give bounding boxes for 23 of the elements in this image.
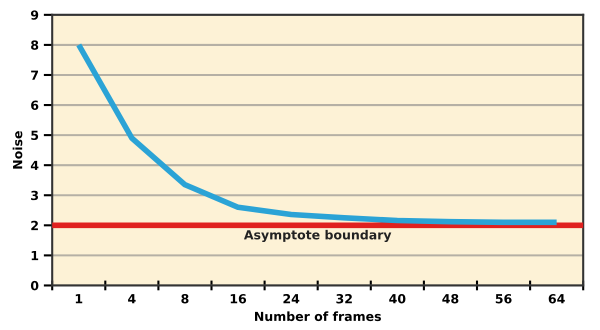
y-tick-label: 0 xyxy=(30,280,38,290)
x-tick-label: 16 xyxy=(230,294,246,304)
x-tick-label: 8 xyxy=(181,294,189,304)
y-tick-label: 7 xyxy=(31,70,38,80)
y-tick-label: 2 xyxy=(31,220,38,230)
y-tick-label: 4 xyxy=(30,160,38,170)
x-tick-label: 40 xyxy=(389,294,406,304)
x-tick-label: 48 xyxy=(442,294,458,304)
y-tick-label: 1 xyxy=(32,251,38,260)
y-tick-label: 8 xyxy=(31,40,38,50)
x-tick-label: 64 xyxy=(548,294,565,304)
y-tick-label: 5 xyxy=(31,130,38,140)
y-tick-label: 3 xyxy=(31,190,38,200)
x-tick-label: 32 xyxy=(336,294,352,304)
y-axis-title: Noise xyxy=(12,131,22,169)
y-tick-label: 6 xyxy=(31,100,38,110)
x-tick-label: 4 xyxy=(128,294,136,304)
y-tick-label: 9 xyxy=(30,10,38,20)
x-tick-label: 56 xyxy=(496,294,512,304)
x-tick-label: 24 xyxy=(283,294,300,304)
x-axis-title: Number of frames xyxy=(255,311,381,322)
x-tick-label: 1 xyxy=(76,294,82,304)
ref-line-label: Asymptote boundary xyxy=(244,230,392,242)
